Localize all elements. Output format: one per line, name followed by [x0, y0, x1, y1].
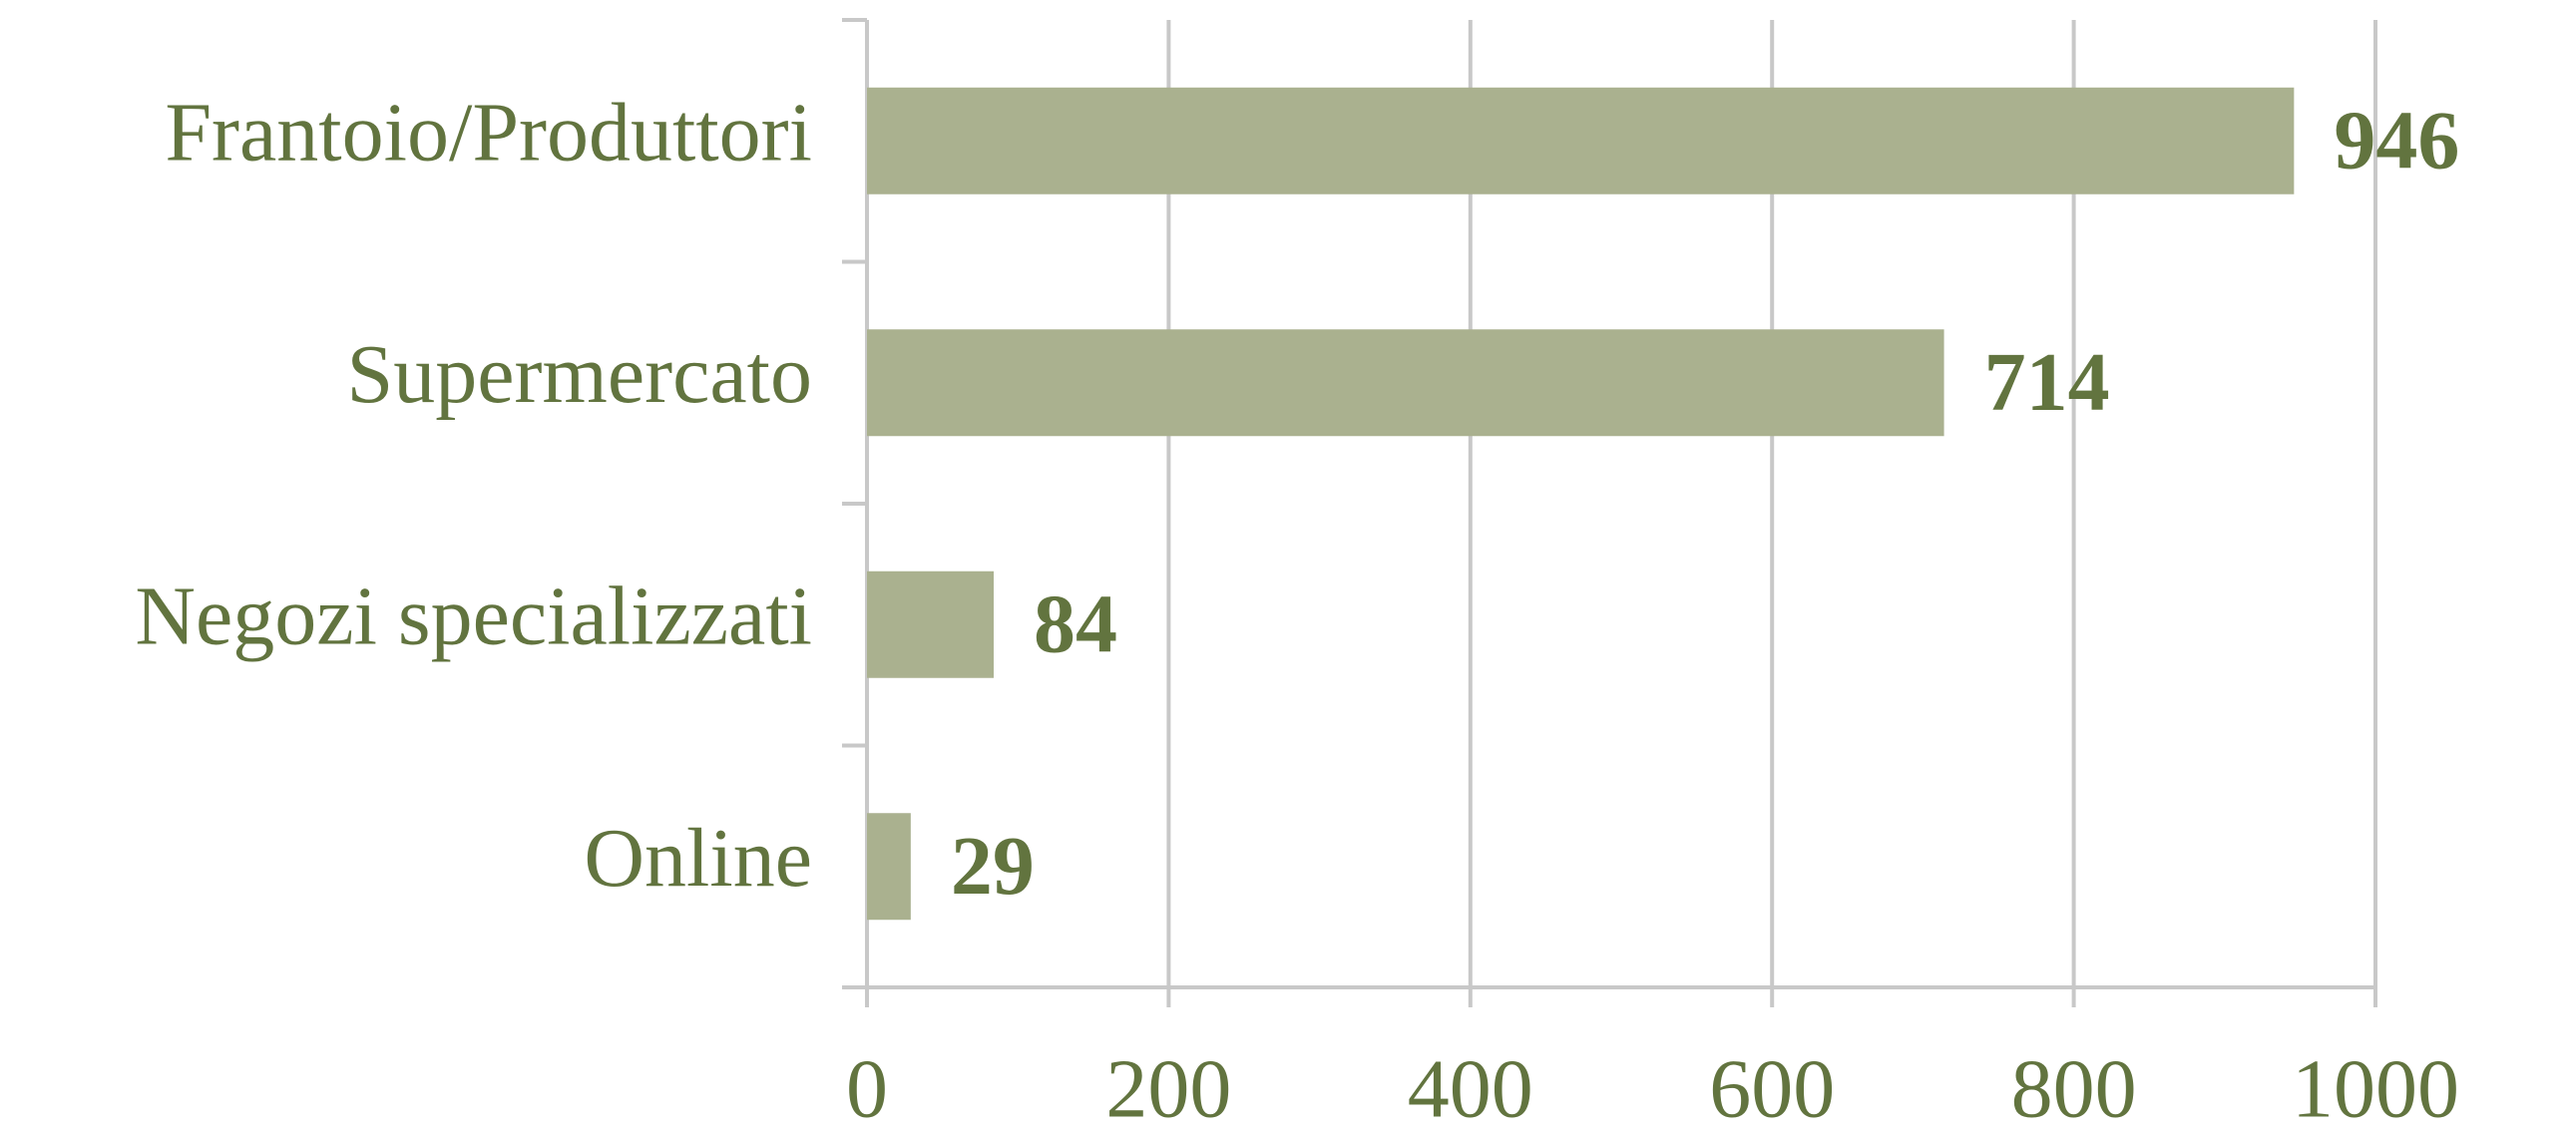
y-tick-label: Frantoio/Produttori	[165, 87, 812, 180]
y-tick-label: Online	[584, 812, 812, 905]
value-label: 29	[951, 820, 1035, 913]
x-tick-label: 200	[1105, 1042, 1231, 1135]
bar	[867, 329, 1944, 437]
x-tick-label: 800	[2011, 1042, 2137, 1135]
y-tick-label: Negozi specializzati	[135, 570, 812, 663]
value-label: 714	[1984, 336, 2110, 429]
x-tick-label: 0	[846, 1042, 888, 1135]
bar	[867, 813, 911, 921]
x-tick-label: 1000	[2292, 1042, 2459, 1135]
bar	[867, 570, 995, 678]
bar	[867, 87, 2295, 194]
value-label: 84	[1034, 578, 1117, 671]
value-label: 946	[2334, 95, 2459, 188]
x-tick-label: 400	[1408, 1042, 1533, 1135]
x-tick-label: 600	[1709, 1042, 1835, 1135]
y-tick-label: Supermercato	[347, 328, 812, 421]
